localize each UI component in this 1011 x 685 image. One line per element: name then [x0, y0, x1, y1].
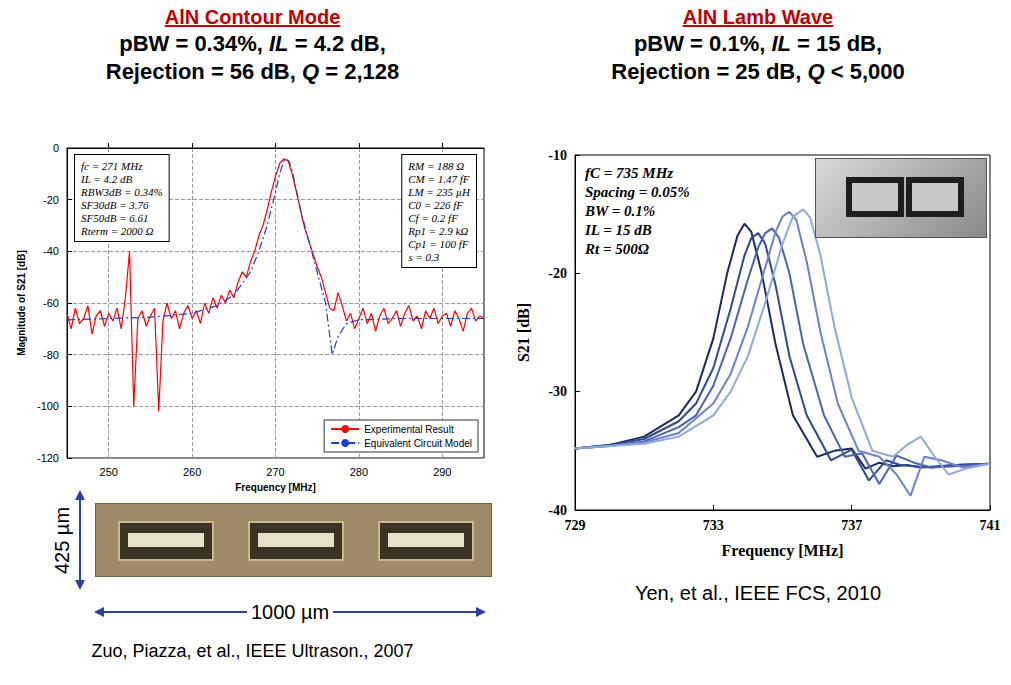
svg-text:Frequency [MHz]: Frequency [MHz] — [722, 542, 844, 560]
svg-text:IL = 4.2 dB: IL = 4.2 dB — [80, 173, 133, 185]
svg-text:-40: -40 — [43, 245, 59, 257]
svg-text:S21 [dB]: S21 [dB] — [515, 303, 532, 362]
html-text:Rejection = 56 dB, Q = 2,128: Rejection = 56 dB, Q = 2,128 — [105, 59, 400, 84]
svg-text:Cp1 = 100 fF: Cp1 = 100 fF — [408, 238, 469, 250]
svg-text:Magnitude of S21 [dB]: Magnitude of S21 [dB] — [16, 250, 27, 356]
svg-text:-120: -120 — [37, 452, 59, 464]
svg-text:729: 729 — [565, 518, 586, 533]
svg-text:IL = 15 dB: IL = 15 dB — [584, 222, 652, 238]
html-text:pBW = 0.34%, IL = 4.2 dB,: pBW = 0.34%, IL = 4.2 dB, — [119, 31, 386, 56]
svg-text:SF30dB = 3.76: SF30dB = 3.76 — [81, 199, 149, 211]
svg-text:270: 270 — [266, 466, 284, 478]
svg-text:RBW3dB = 0.34%: RBW3dB = 0.34% — [80, 186, 163, 198]
svg-text:280: 280 — [350, 466, 368, 478]
svg-text:Spacing = 0.05%: Spacing = 0.05% — [585, 184, 690, 200]
html-text:AlN Contour Mode: AlN Contour Mode — [164, 6, 341, 28]
svg-text:s = 0.3: s = 0.3 — [408, 251, 439, 263]
svg-text:RM = 188 Ω: RM = 188 Ω — [407, 160, 464, 172]
html-text:pBW = 0.1%, IL = 15 dB,: pBW = 0.1%, IL = 15 dB, — [633, 31, 883, 56]
svg-text:Equivalent Circuit Model: Equivalent Circuit Model — [364, 438, 472, 449]
svg-text:-60: -60 — [43, 297, 59, 309]
svg-text:-80: -80 — [43, 349, 59, 361]
html-text:Rejection = 25 dB, Q < 5,000: Rejection = 25 dB, Q < 5,000 — [611, 59, 905, 84]
svg-text:Cf = 0.2 fF: Cf = 0.2 fF — [408, 212, 458, 224]
svg-text:-100: -100 — [37, 400, 59, 412]
svg-text:Experimental Result: Experimental Result — [364, 424, 454, 435]
svg-text:737: 737 — [841, 518, 862, 533]
svg-text:733: 733 — [703, 518, 724, 533]
svg-text:-20: -20 — [548, 266, 567, 281]
svg-text:Rterm = 2000 Ω: Rterm = 2000 Ω — [80, 225, 154, 237]
svg-text:Frequency [MHz]: Frequency [MHz] — [235, 482, 316, 493]
svg-text:CM = 1.47 fF: CM = 1.47 fF — [408, 173, 469, 185]
html-text:Zuo, Piazza, et al., IEEE Ultr: Zuo, Piazza, et al., IEEE Ultrason., 200… — [91, 641, 414, 661]
svg-text:-10: -10 — [548, 148, 567, 163]
svg-text:BW = 0.1%: BW = 0.1% — [584, 203, 655, 219]
svg-text:741: 741 — [980, 518, 1001, 533]
svg-text:LM = 235 µH: LM = 235 µH — [407, 186, 471, 198]
svg-text:C0 = 226 fF: C0 = 226 fF — [408, 199, 463, 211]
html-text:Yen, et al., IEEE FCS, 2010: Yen, et al., IEEE FCS, 2010 — [635, 582, 881, 604]
svg-text:SF50dB = 6.61: SF50dB = 6.61 — [81, 212, 149, 224]
html-text:AlN Lamb Wave: AlN Lamb Wave — [682, 6, 834, 28]
svg-text:250: 250 — [100, 466, 118, 478]
svg-text:fC = 735 MHz: fC = 735 MHz — [585, 165, 673, 181]
svg-text:Rp1 = 2.9 kΩ: Rp1 = 2.9 kΩ — [407, 225, 468, 237]
svg-text:fc = 271 MHz: fc = 271 MHz — [81, 160, 143, 172]
html-text:425 µm: 425 µm — [50, 506, 73, 574]
svg-text:-30: -30 — [548, 384, 567, 399]
svg-text:290: 290 — [433, 466, 451, 478]
html-text:1000 µm: 1000 µm — [251, 600, 330, 623]
svg-text:260: 260 — [183, 466, 201, 478]
svg-text:-20: -20 — [43, 194, 59, 206]
svg-text:0: 0 — [53, 142, 59, 154]
svg-text:-40: -40 — [548, 503, 567, 518]
svg-text:Rt = 500Ω: Rt = 500Ω — [584, 241, 649, 257]
